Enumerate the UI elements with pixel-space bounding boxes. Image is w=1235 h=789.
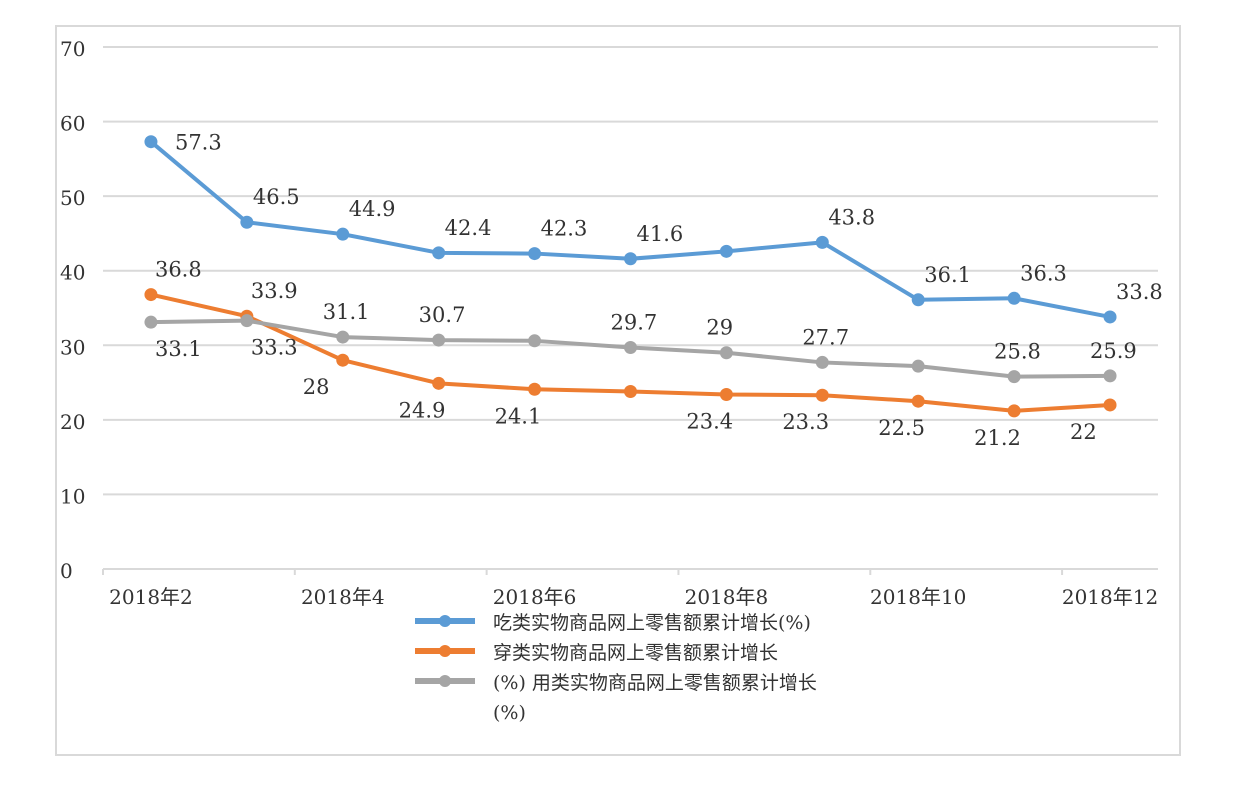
data-label: 42.4 — [445, 216, 492, 240]
data-label: 24.1 — [495, 404, 542, 428]
data-point — [815, 388, 829, 402]
data-point — [528, 247, 542, 261]
x-tick-label: 2018年2 — [109, 585, 193, 609]
data-point — [432, 333, 446, 347]
data-point — [1007, 404, 1021, 418]
data-point — [1007, 291, 1021, 305]
data-label: 33.3 — [251, 336, 298, 360]
y-tick-label: 60 — [60, 112, 85, 136]
data-label: 28 — [303, 375, 330, 399]
data-label: 36.3 — [1020, 261, 1067, 285]
data-label: 30.7 — [419, 303, 466, 327]
data-point — [719, 244, 733, 258]
data-point — [911, 394, 925, 408]
data-label: 23.3 — [782, 410, 829, 434]
data-label: 24.9 — [399, 398, 446, 422]
data-point — [528, 334, 542, 348]
legend-swatch — [415, 668, 475, 694]
data-point — [336, 330, 350, 344]
data-point — [144, 135, 158, 149]
data-label: 22 — [1070, 420, 1097, 444]
data-point — [911, 359, 925, 373]
data-point — [815, 355, 829, 369]
data-label: 25.8 — [994, 340, 1041, 364]
data-label: 29 — [706, 316, 733, 340]
y-tick-label: 50 — [60, 186, 85, 210]
data-point — [624, 252, 637, 266]
data-point — [144, 315, 158, 329]
legend-label: (%) 用类实物商品网上零售额累计增长(%) — [493, 672, 817, 724]
data-label: 36.8 — [155, 258, 202, 282]
y-tick-label: 0 — [60, 559, 73, 583]
y-tick-label: 20 — [60, 410, 85, 434]
data-label: 46.5 — [253, 185, 300, 209]
x-tick-label: 2018年4 — [301, 585, 385, 609]
y-tick-label: 30 — [60, 335, 85, 359]
legend-label: 穿类实物商品网上零售额累计增长 — [493, 642, 779, 664]
y-tick-label: 40 — [60, 261, 85, 285]
data-point — [1103, 369, 1117, 383]
legend-item-food: 吃类实物商品网上零售额累计增长(%) — [415, 608, 853, 638]
data-point — [240, 215, 254, 229]
x-tick-label: 2018年10 — [870, 585, 966, 609]
data-point — [432, 246, 446, 260]
data-label: 23.4 — [686, 410, 733, 434]
data-point — [624, 385, 637, 399]
y-tick-label: 10 — [60, 484, 85, 508]
data-label: 42.3 — [541, 217, 588, 241]
data-label: 36.1 — [924, 263, 971, 287]
data-label: 33.8 — [1116, 280, 1163, 304]
data-label: 33.9 — [251, 279, 298, 303]
data-point — [240, 314, 254, 328]
legend-swatch — [415, 638, 475, 664]
data-point — [1103, 398, 1117, 412]
data-point — [719, 346, 733, 360]
data-label: 21.2 — [974, 426, 1021, 450]
data-point — [1007, 370, 1021, 384]
x-tick-label: 2018年8 — [685, 585, 769, 609]
data-label: 22.5 — [878, 416, 925, 440]
data-label: 31.1 — [323, 300, 370, 324]
data-point — [815, 235, 829, 249]
legend-item-clothing: 穿类实物商品网上零售额累计增长 — [415, 638, 853, 668]
legend-swatch — [415, 608, 475, 634]
data-label: 41.6 — [637, 222, 684, 246]
legend: 吃类实物商品网上零售额累计增长(%) 穿类实物商品网上零售额累计增长 (%) 用… — [415, 608, 853, 724]
data-point — [911, 293, 925, 307]
data-point — [624, 341, 637, 355]
data-label: 33.1 — [155, 337, 202, 361]
chart-frame — [55, 25, 1181, 756]
data-label: 25.9 — [1090, 339, 1137, 363]
data-label: 27.7 — [802, 325, 849, 349]
y-tick-label: 70 — [60, 37, 85, 61]
data-label: 29.7 — [611, 311, 658, 335]
data-label: 57.3 — [175, 131, 222, 155]
data-label: 44.9 — [349, 197, 396, 221]
data-point — [336, 227, 350, 241]
data-point — [719, 388, 733, 402]
data-point — [1103, 310, 1117, 324]
data-point — [528, 382, 542, 396]
legend-item-daily-use: (%) 用类实物商品网上零售额累计增长(%) — [415, 668, 853, 724]
x-tick-label: 2018年6 — [493, 585, 577, 609]
data-point — [432, 376, 446, 390]
data-label: 43.8 — [828, 205, 875, 229]
x-tick-label: 2018年12 — [1062, 585, 1158, 609]
data-point — [144, 288, 158, 302]
legend-label: 吃类实物商品网上零售额累计增长(%) — [493, 612, 811, 634]
data-point — [336, 353, 350, 367]
